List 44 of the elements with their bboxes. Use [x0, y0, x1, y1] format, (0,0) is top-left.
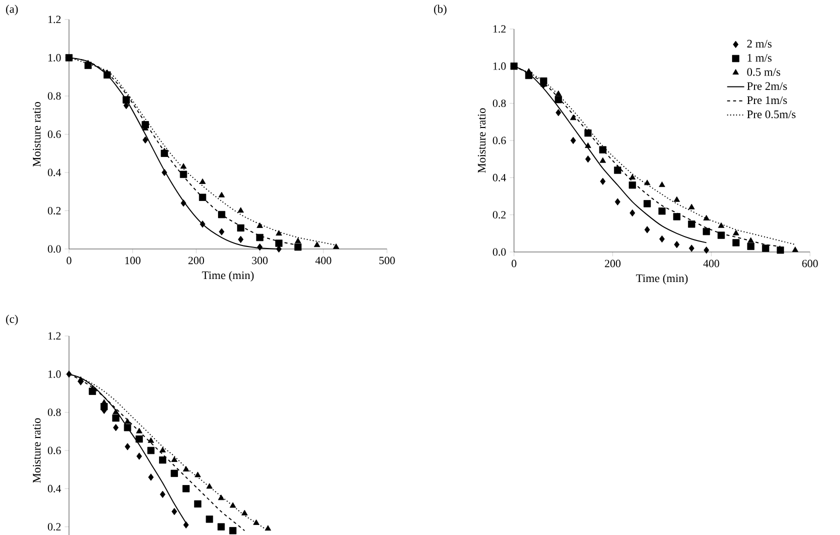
legend-label: Pre 1m/s: [747, 96, 787, 104]
x-tick-label: 500: [379, 256, 395, 264]
y-tick-label: 0.2: [48, 207, 61, 214]
legend-label: 1 m/s: [748, 54, 772, 62]
y-tick-label: 0.2: [48, 523, 61, 531]
x-tick-label: 100: [125, 256, 140, 264]
x-tick-label: 400: [315, 256, 332, 264]
y-tick-label: 1.0: [493, 62, 506, 70]
y-tick-label: 1.0: [48, 54, 61, 62]
y-tick-label: 0.8: [48, 92, 61, 100]
y-axis-title: Moisture ratio: [478, 108, 486, 173]
y-tick-label: 1.0: [48, 370, 61, 378]
y-tick-label: 0.6: [48, 130, 61, 138]
chart-title: (c): [6, 314, 18, 326]
y-tick-label: 0.2: [492, 211, 506, 219]
y-tick-label: 0.0: [48, 245, 61, 253]
legend-label: 2 m/s: [747, 40, 772, 48]
y-axis-title: Moisture ratio: [32, 102, 41, 167]
y-tick-label: 0.6: [492, 136, 506, 144]
y-tick-label: 1.2: [48, 332, 61, 340]
y-tick-label: 0.4: [48, 484, 62, 492]
x-tick-label: 0: [66, 256, 72, 264]
y-tick-label: 0.4: [48, 168, 62, 176]
x-tick-label: 200: [604, 260, 620, 268]
y-tick-label: 1.2: [493, 25, 506, 33]
x-axis-title: Time (min): [636, 274, 688, 285]
chart-title: (a): [6, 4, 18, 16]
x-tick-label: 400: [703, 260, 720, 268]
y-axis-title: Moisture ratio: [32, 418, 41, 483]
y-tick-label: 1.2: [48, 16, 61, 24]
legend-label: Pre 2m/s: [747, 82, 787, 90]
chart-title: (b): [434, 4, 446, 16]
legend-label: 0.5 m/s: [747, 68, 780, 76]
x-tick-label: 600: [802, 260, 818, 268]
x-tick-label: 0: [512, 260, 516, 268]
y-tick-label: 0.8: [48, 408, 61, 416]
x-axis-title: Time (min): [202, 271, 254, 282]
y-tick-label: 0.6: [48, 446, 61, 454]
legend-label: Pre 0.5m/s: [747, 110, 796, 118]
y-tick-label: 0.0: [492, 248, 506, 256]
x-tick-label: 300: [252, 256, 268, 264]
y-tick-label: 0.8: [492, 100, 506, 108]
y-tick-label: 0.4: [492, 174, 506, 182]
x-tick-label: 200: [188, 256, 204, 264]
